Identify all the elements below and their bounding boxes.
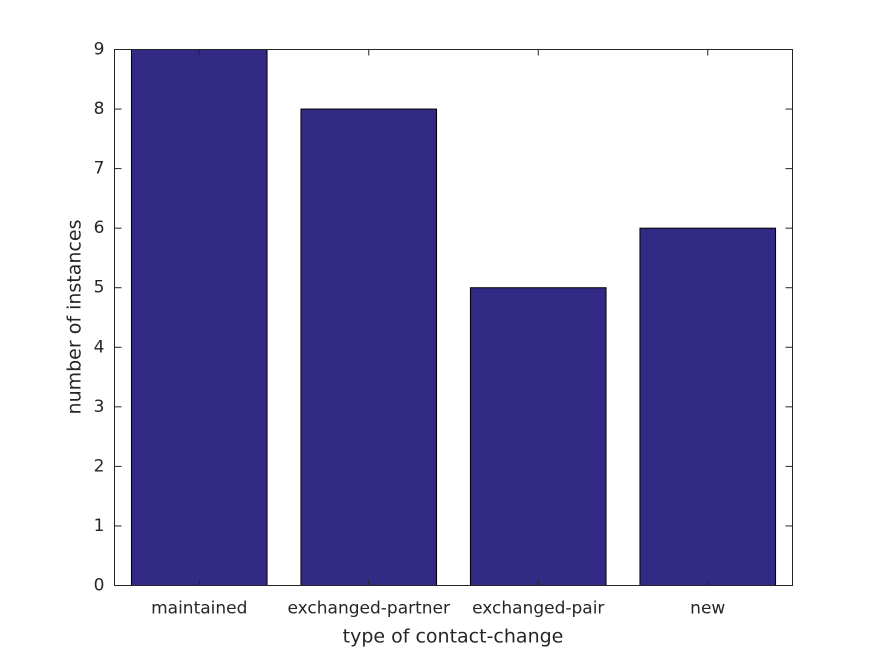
- y-tick-label: 0: [94, 576, 105, 596]
- y-tick-label: 1: [94, 516, 105, 536]
- x-tick-label: maintained: [151, 599, 247, 619]
- y-tick-label: 9: [94, 40, 105, 60]
- y-tick-label: 3: [94, 397, 105, 417]
- y-tick-label: 2: [94, 456, 105, 476]
- x-axis-label: type of contact-change: [343, 626, 564, 648]
- x-tick-label: exchanged-partner: [288, 599, 451, 619]
- y-tick-label: 5: [94, 278, 105, 298]
- y-tick-label: 4: [94, 337, 105, 357]
- y-tick-label: 6: [94, 218, 105, 238]
- y-tick-label: 7: [94, 159, 105, 179]
- bar: [469, 287, 607, 586]
- bar: [130, 49, 268, 586]
- x-tick-label: new: [690, 599, 725, 619]
- bar: [300, 108, 438, 587]
- y-axis-label: number of instances: [64, 220, 86, 415]
- bar: [639, 227, 777, 587]
- axes-box: [114, 49, 793, 586]
- x-tick-label: exchanged-pair: [472, 599, 604, 619]
- y-tick-label: 8: [94, 99, 105, 119]
